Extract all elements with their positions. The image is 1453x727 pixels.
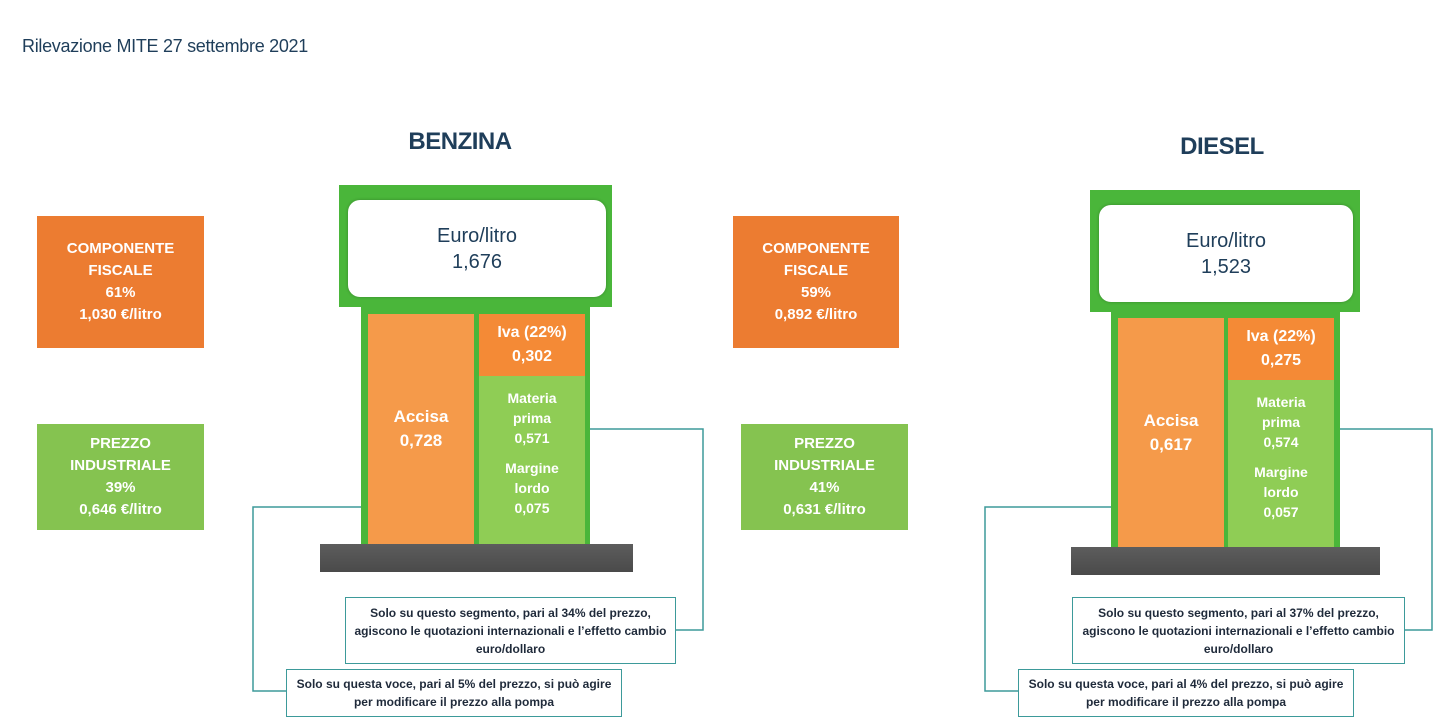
diesel-pump-base	[1071, 547, 1380, 575]
page-title: Rilevazione MITE 27 settembre 2021	[22, 36, 308, 56]
benzina-iva-segment: Iva (22%) 0,302	[479, 314, 585, 376]
benzina-margine-note-line1: Solo su questa voce, pari al 5% del prez…	[296, 677, 612, 691]
benzina-margine-note-line2: per modificare il prezzo alla pompa	[353, 695, 555, 709]
benzina-margine-value: 0,075	[514, 500, 550, 516]
benzina-price-display: Euro/litro 1,676	[348, 200, 606, 297]
benzina-industrial-line2: INDUSTRIALE	[70, 457, 171, 474]
benzina-fiscal-pct: 61%	[105, 284, 136, 301]
benzina-industrial-line1: PREZZO	[90, 435, 151, 452]
benzina-price-unit: Euro/litro	[436, 224, 518, 247]
diesel-margine-note-line1: Solo su questa voce, pari al 4% del prez…	[1028, 677, 1344, 691]
diesel-fiscal-box: COMPONENTE FISCALE 59% 0,892 €/litro	[733, 216, 899, 348]
benzina-accisa-label: Accisa	[393, 407, 449, 426]
diesel-materia-line1: Materia	[1256, 394, 1306, 410]
benzina-pump-base	[320, 544, 633, 572]
benzina-fiscal-line2: FISCALE	[88, 262, 153, 279]
benzina-price-value: 1,676	[451, 250, 503, 273]
diesel-margine-line1: Margine	[1254, 464, 1308, 480]
diesel-margine-line2: lordo	[1263, 484, 1299, 500]
diesel-industrial-value: 0,631 €/litro	[783, 501, 866, 518]
diesel-materia-note: Solo su questo segmento, pari al 37% del…	[1072, 597, 1405, 664]
diesel-accisa-label: Accisa	[1143, 410, 1199, 430]
benzina-accisa-value: 0,728	[399, 431, 443, 450]
diesel-industrial-segment: Materia prima 0,574 Margine lordo 0,057	[1228, 380, 1334, 547]
benzina-fiscal-value: 1,030 €/litro	[79, 306, 162, 323]
benzina-iva-label: Iva (22%)	[497, 324, 567, 341]
diesel-materia-note-line3: euro/dollaro	[1203, 641, 1274, 656]
diesel-materia-line2: prima	[1261, 414, 1301, 430]
benzina-fiscal-box: COMPONENTE FISCALE 61% 1,030 €/litro	[37, 216, 204, 348]
diesel-fiscal-value: 0,892 €/litro	[774, 306, 858, 323]
benzina-accisa-segment: Accisa 0,728	[368, 314, 474, 544]
diesel-margine-value: 0,057	[1263, 504, 1299, 520]
benzina-materia-line1: Materia	[507, 390, 557, 406]
benzina-industrial-segment: Materia prima 0,571 Margine lordo 0,075	[479, 376, 585, 544]
benzina-materia-line2: prima	[512, 410, 552, 426]
diesel-price-display: Euro/litro 1,523	[1099, 205, 1353, 302]
benzina-industrial-box: PREZZO INDUSTRIALE 39% 0,646 €/litro	[37, 424, 204, 530]
diesel-industrial-line1: PREZZO	[794, 435, 855, 452]
benzina-fiscal-line1: COMPONENTE	[66, 240, 175, 257]
diesel-title: DIESEL	[1180, 133, 1264, 160]
diesel-iva-segment: Iva (22%) 0,275	[1228, 318, 1334, 380]
benzina-margine-line2: lordo	[514, 480, 550, 496]
diesel-industrial-box: PREZZO INDUSTRIALE 41% 0,631 €/litro	[741, 424, 908, 530]
benzina-industrial-value: 0,646 €/litro	[79, 501, 162, 518]
diesel-accisa-segment: Accisa 0,617	[1118, 318, 1224, 547]
benzina-materia-note: Solo su questo segmento, pari al 34% del…	[345, 597, 676, 664]
diesel-fiscal-line2: FISCALE	[783, 262, 849, 279]
benzina-iva-value: 0,302	[511, 348, 553, 365]
diesel-price-value: 1,523	[1200, 255, 1252, 278]
diesel-materia-note-line2: agiscono le quotazioni internazionali e …	[1082, 623, 1395, 638]
benzina-materia-note-line1: Solo su questo segmento, pari al 34% del…	[370, 605, 651, 620]
benzina-title: BENZINA	[408, 128, 512, 155]
diesel-industrial-line2: INDUSTRIALE	[774, 457, 875, 474]
diesel-materia-value: 0,574	[1263, 434, 1299, 450]
diesel-price-unit: Euro/litro	[1185, 229, 1267, 252]
benzina-margine-line1: Margine	[505, 460, 559, 476]
diesel-iva-value: 0,275	[1260, 352, 1302, 369]
diesel-margine-note: Solo su questa voce, pari al 4% del prez…	[1018, 669, 1354, 717]
diesel-industrial-pct: 41%	[809, 479, 840, 496]
diesel-fiscal-pct: 59%	[800, 284, 832, 301]
benzina-materia-note-line2: agiscono le quotazioni internazionali e …	[354, 623, 667, 638]
diesel-iva-label: Iva (22%)	[1246, 328, 1316, 345]
benzina-materia-connector	[550, 428, 704, 631]
benzina-industrial-pct: 39%	[105, 479, 136, 496]
diesel-margine-note-line2: per modificare il prezzo alla pompa	[1085, 695, 1287, 709]
benzina-materia-note-line3: euro/dollaro	[475, 641, 546, 656]
benzina-materia-value: 0,571	[514, 430, 550, 446]
diesel-materia-connector	[1298, 428, 1433, 631]
benzina-margine-note: Solo su questa voce, pari al 5% del prez…	[286, 669, 622, 717]
diesel-fiscal-line1: COMPONENTE	[762, 240, 870, 257]
diesel-accisa-value: 0,617	[1149, 434, 1193, 454]
diesel-materia-note-line1: Solo su questo segmento, pari al 37% del…	[1098, 605, 1379, 620]
